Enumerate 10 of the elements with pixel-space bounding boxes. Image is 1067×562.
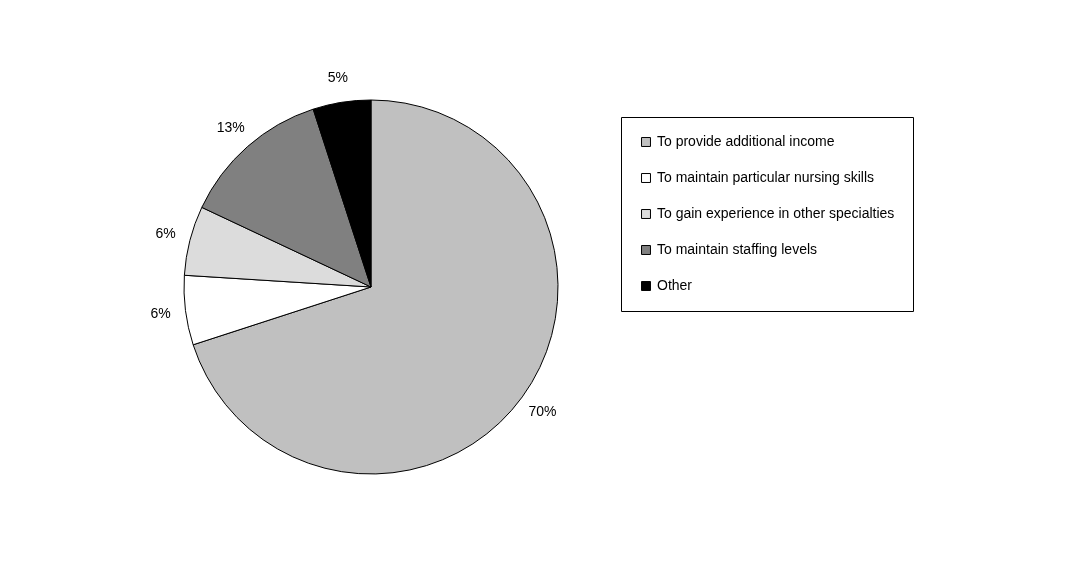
legend-label: To maintain particular nursing skills [657, 169, 875, 185]
data-label: 6% [150, 304, 171, 321]
data-label: 70% [528, 402, 557, 419]
data-label: 13% [216, 118, 245, 135]
data-label: 6% [155, 225, 176, 242]
legend-label: To gain experience in other specialties [657, 205, 895, 221]
data-label: 5% [327, 68, 348, 85]
legend-label: To maintain staffing levels [657, 241, 818, 257]
legend-label: Other [657, 277, 693, 293]
legend-label: To provide additional income [657, 133, 835, 149]
